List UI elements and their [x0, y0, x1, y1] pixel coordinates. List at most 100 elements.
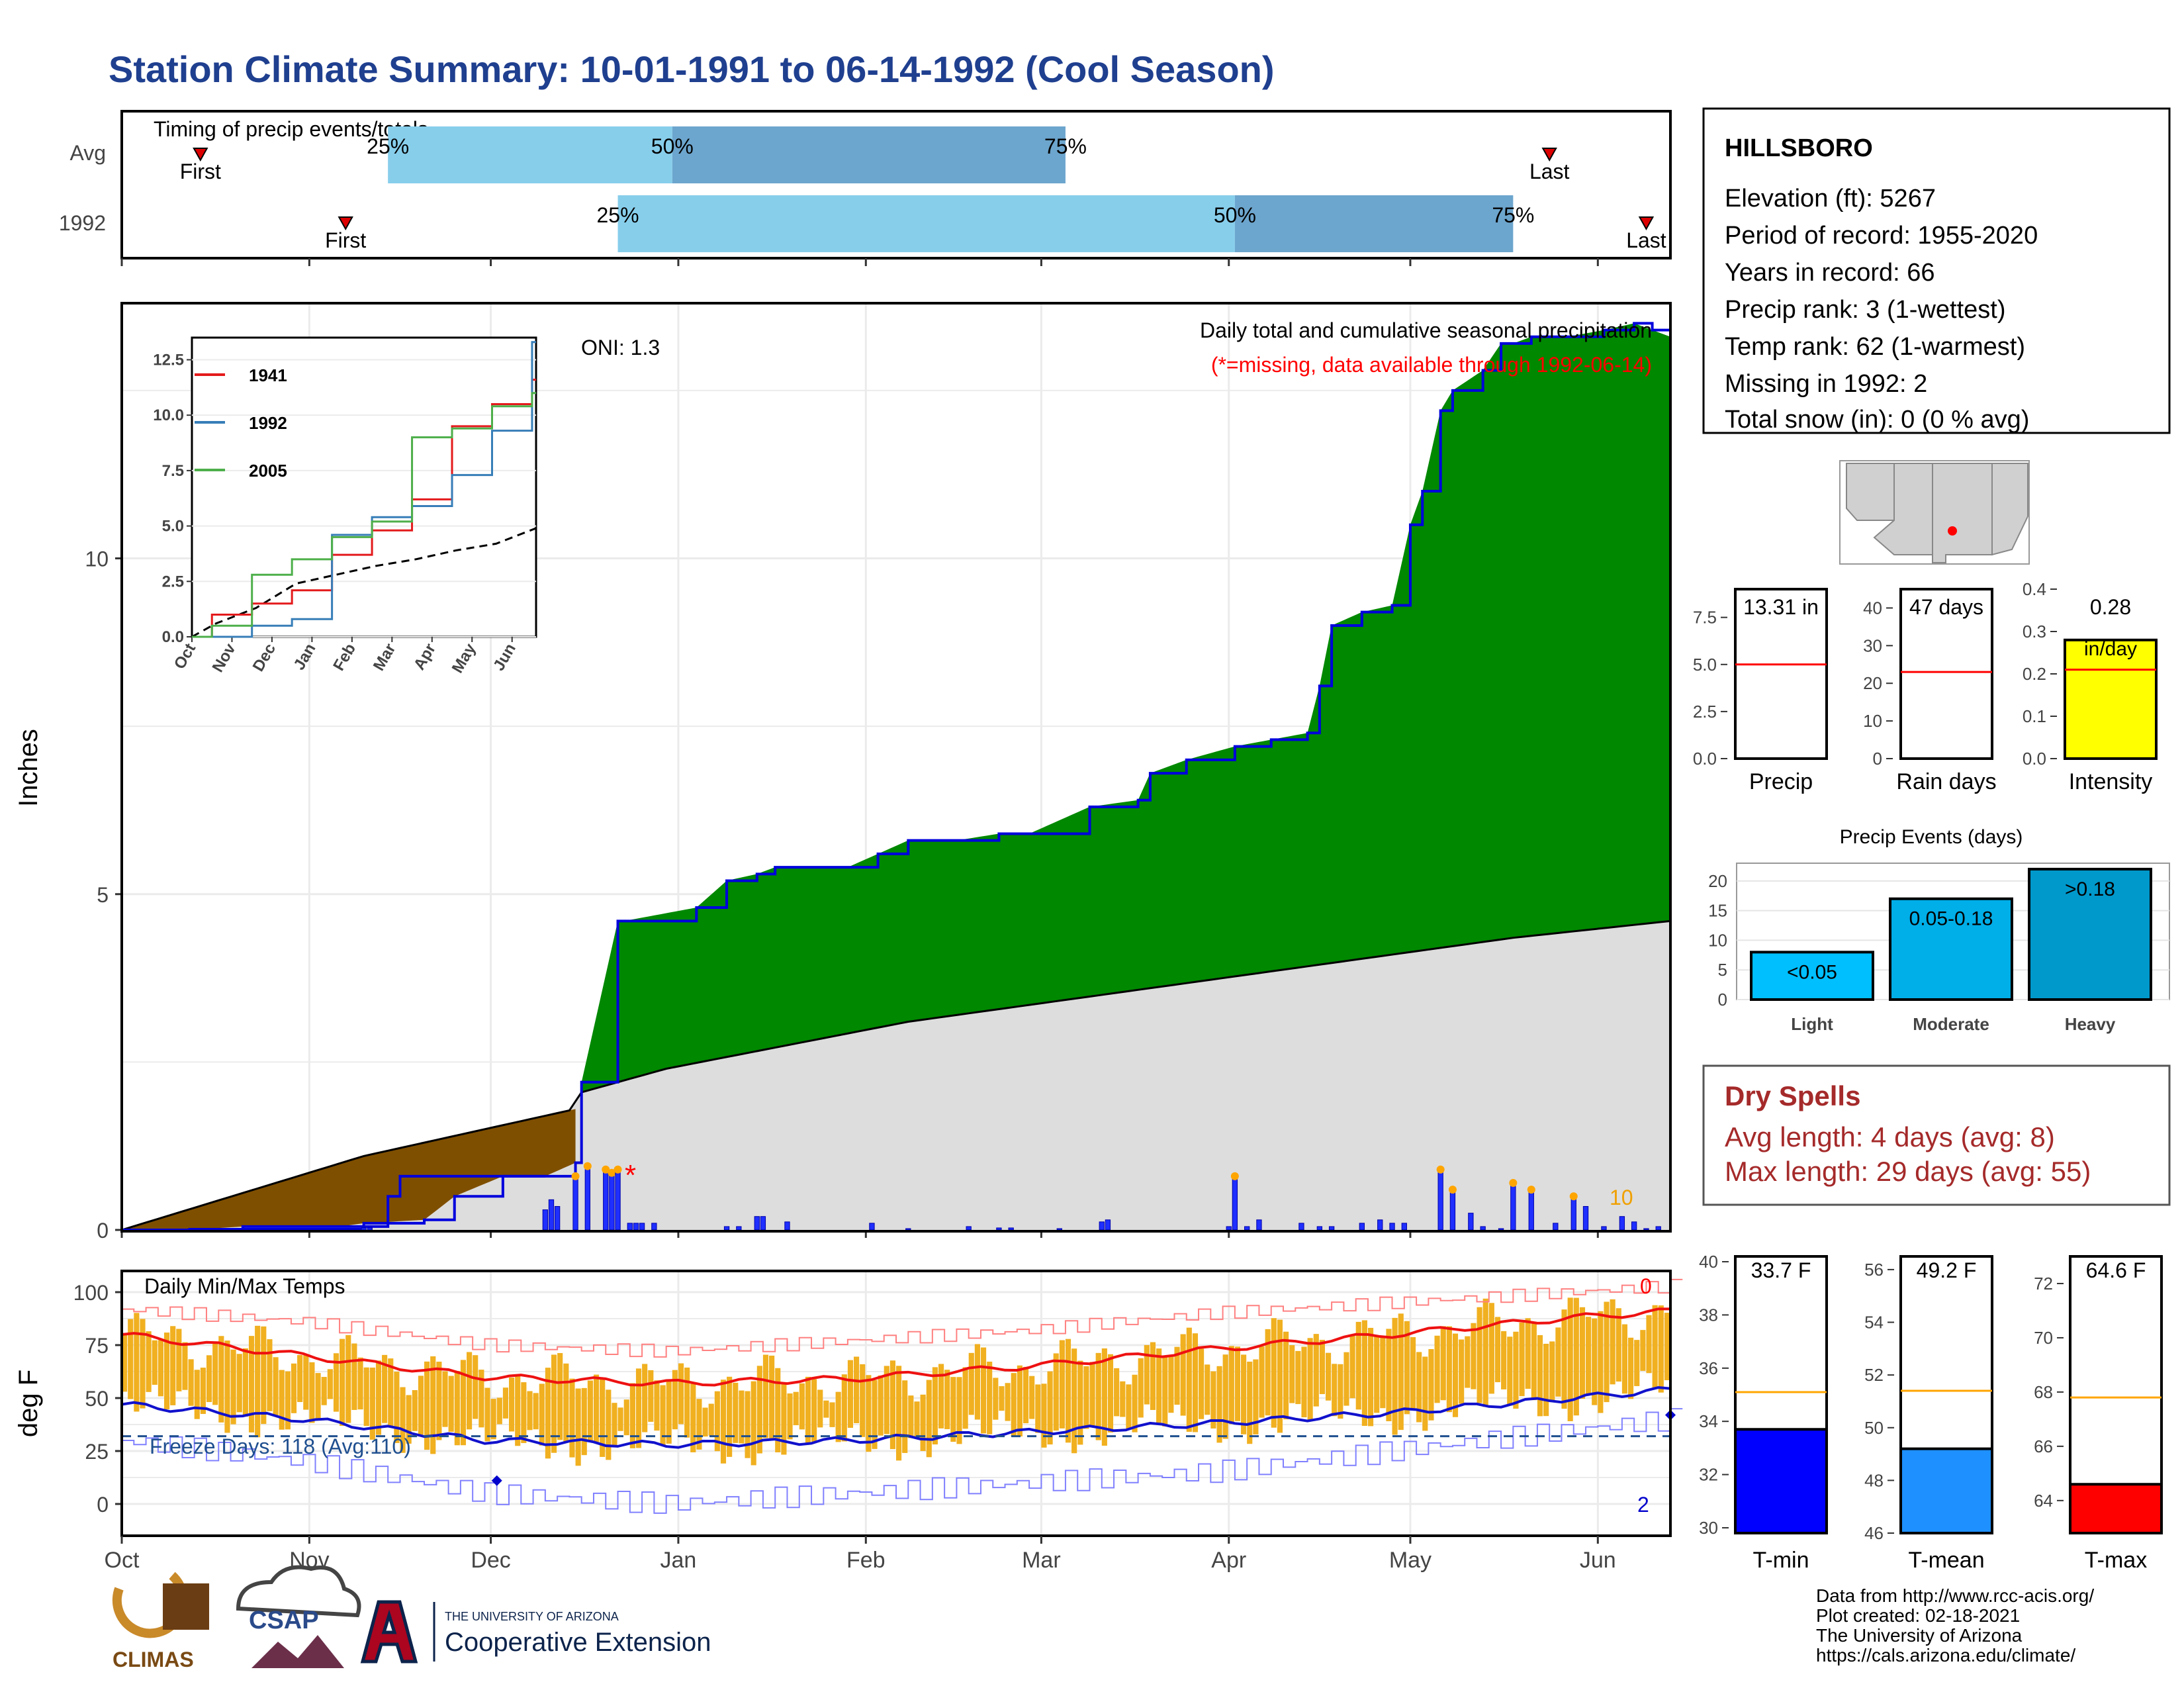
dry-spells-box: Dry Spells Avg length: 4 days (avg: 8) M… — [1702, 1064, 2171, 1206]
inset-y-tick-label: 12.5 — [153, 351, 184, 369]
daily-temp-range-bar — [739, 1390, 745, 1444]
daily-temp-range-bar — [1664, 1313, 1670, 1381]
daily-temp-range-bar — [1482, 1298, 1488, 1407]
daily-temp-range-bar — [1338, 1364, 1343, 1419]
daily-temp-range-bar — [811, 1379, 817, 1443]
daily-temp-range-bar — [678, 1363, 684, 1425]
daily-precip-bar — [869, 1223, 875, 1231]
daily-temp-range-bar — [1222, 1354, 1228, 1439]
climas-logo: CLIMAS — [112, 1571, 209, 1671]
daily-temp-range-bar — [944, 1370, 950, 1429]
daily-temp-range-bar — [1579, 1307, 1586, 1399]
daily-temp-range-bar — [805, 1376, 811, 1443]
summary-y-tick-label: 0.3 — [2023, 622, 2046, 641]
daily-temp-range-bar — [146, 1331, 152, 1392]
temp-summary-y-tick-label: 56 — [1864, 1260, 1884, 1280]
summary-y-tick-label: 0.4 — [2023, 579, 2046, 599]
daily-temp-range-bar — [1234, 1346, 1241, 1421]
daily-temp-range-bar — [775, 1368, 781, 1453]
first-event-marker-icon — [193, 148, 208, 162]
timing-rows: 25% 50% 75% First Last 25% 50% 75% First Last — [120, 126, 1666, 266]
temp-summary-y-tick-label: 38 — [1699, 1305, 1718, 1325]
daily-precip-bar — [754, 1216, 760, 1231]
climas-logo-block — [163, 1583, 209, 1630]
csap-logo-text: CSAP — [249, 1607, 319, 1634]
daily-precip-bar — [1316, 1226, 1322, 1231]
daily-temp-range-bar — [176, 1329, 182, 1391]
credit-line: https://cals.arizona.edu/climate/ — [1816, 1645, 2075, 1665]
temp-y-tick-label: 0 — [97, 1493, 109, 1517]
inset-y-tick-label: 7.5 — [162, 462, 184, 480]
daily-temp-range-bar — [999, 1386, 1005, 1411]
locator-map — [1839, 460, 2030, 565]
precip-event-category: Moderate — [1913, 1014, 1989, 1034]
inset-legend-label: 1992 — [249, 413, 287, 433]
inset-y-tick-label: 5.0 — [162, 518, 184, 536]
daily-temp-range-bar — [1615, 1308, 1621, 1382]
daily-precip-bar — [1008, 1227, 1014, 1231]
station-line: Total snow (in): 0 (0 % avg) — [1725, 406, 2029, 434]
events-y-tick-label: 10 — [1708, 930, 1727, 950]
daily-temp-range-bar — [1434, 1335, 1440, 1403]
daily-temp-range-bar — [1513, 1331, 1519, 1409]
month-label: Apr — [1211, 1548, 1246, 1573]
daily-temp-range-bar — [751, 1381, 756, 1466]
last-event-label: Last — [1626, 228, 1666, 252]
precip-y-tick-label: 5 — [97, 883, 109, 907]
daily-temp-range-bar — [762, 1354, 769, 1438]
daily-temp-range-bar — [1289, 1345, 1295, 1403]
month-label: Mar — [1022, 1548, 1061, 1573]
daily-temp-range-bar — [122, 1335, 128, 1392]
daily-temp-range-bar — [1319, 1340, 1325, 1395]
daily-temp-range-bar — [1029, 1376, 1035, 1419]
daily-temp-range-bar — [212, 1341, 218, 1405]
daily-temp-range-bar — [1150, 1342, 1156, 1410]
precip-events-title: Precip Events (days) — [1840, 826, 2023, 848]
daily-temp-range-bar — [1446, 1326, 1452, 1413]
temp-summary-y-tick-label: 64 — [2034, 1491, 2053, 1511]
map-state-new-mexico — [1932, 463, 1993, 563]
precip-event-bar — [1750, 951, 1874, 1001]
summary-value-unit: in/day — [2084, 638, 2137, 660]
daily-temp-range-bar — [206, 1355, 212, 1403]
daily-temp-range-bar — [1168, 1356, 1174, 1413]
daily-temp-range-bar — [182, 1342, 188, 1390]
daily-temp-range-bar — [1610, 1299, 1615, 1385]
daily-temp-range-bar — [1216, 1366, 1222, 1443]
daily-precip-bar — [760, 1216, 766, 1231]
daily-temp-range-bar — [714, 1391, 720, 1452]
daily-temp-range-bar — [224, 1340, 230, 1433]
daily-precip-bar — [1468, 1213, 1474, 1231]
daily-temp-range-bar — [448, 1376, 454, 1432]
daily-precip-bar — [1619, 1216, 1625, 1231]
daily-temp-range-bar — [1107, 1354, 1114, 1432]
daily-temp-range-bar — [1295, 1350, 1301, 1405]
inset-y-tick-label: 10.0 — [153, 406, 184, 424]
daily-precip-bar — [1655, 1226, 1661, 1231]
quartile-label-25: 25% — [597, 203, 639, 227]
inset-average-line — [191, 527, 537, 638]
ua-logo-a — [360, 1600, 418, 1664]
daily-temp-range-bar — [255, 1325, 261, 1438]
daily-temp-range-bar — [1604, 1301, 1610, 1403]
daily-temp-range-bar — [1174, 1346, 1180, 1405]
daily-temp-range-bar — [1525, 1318, 1531, 1389]
daily-temp-range-bar — [1265, 1329, 1271, 1416]
daily-temp-range-bar — [1053, 1353, 1059, 1431]
station-info-box: HILLSBORO Elevation (ft): 5267 Period of… — [1702, 107, 2171, 434]
daily-temp-range-bar — [623, 1399, 629, 1436]
ua-bottom-text: Cooperative Extension — [445, 1628, 711, 1657]
precip-event-bar-label: >0.18 — [2065, 878, 2115, 900]
daily-temp-range-bar — [860, 1364, 866, 1437]
daily-temp-range-bar — [261, 1326, 267, 1425]
station-line: Missing in 1992: 2 — [1725, 370, 1927, 398]
last-event-label: Last — [1529, 160, 1570, 183]
daily-temp-range-bar — [1573, 1297, 1579, 1416]
daily-temp-range-bar — [672, 1370, 678, 1430]
daily-precip-bar — [1298, 1223, 1304, 1231]
daily-temp-range-bar — [473, 1355, 478, 1419]
daily-precip-bar — [615, 1169, 621, 1231]
daily-temp-range-bar — [993, 1378, 999, 1420]
daily-temp-range-bar — [889, 1360, 895, 1450]
daily-temp-range-bar — [327, 1369, 333, 1399]
